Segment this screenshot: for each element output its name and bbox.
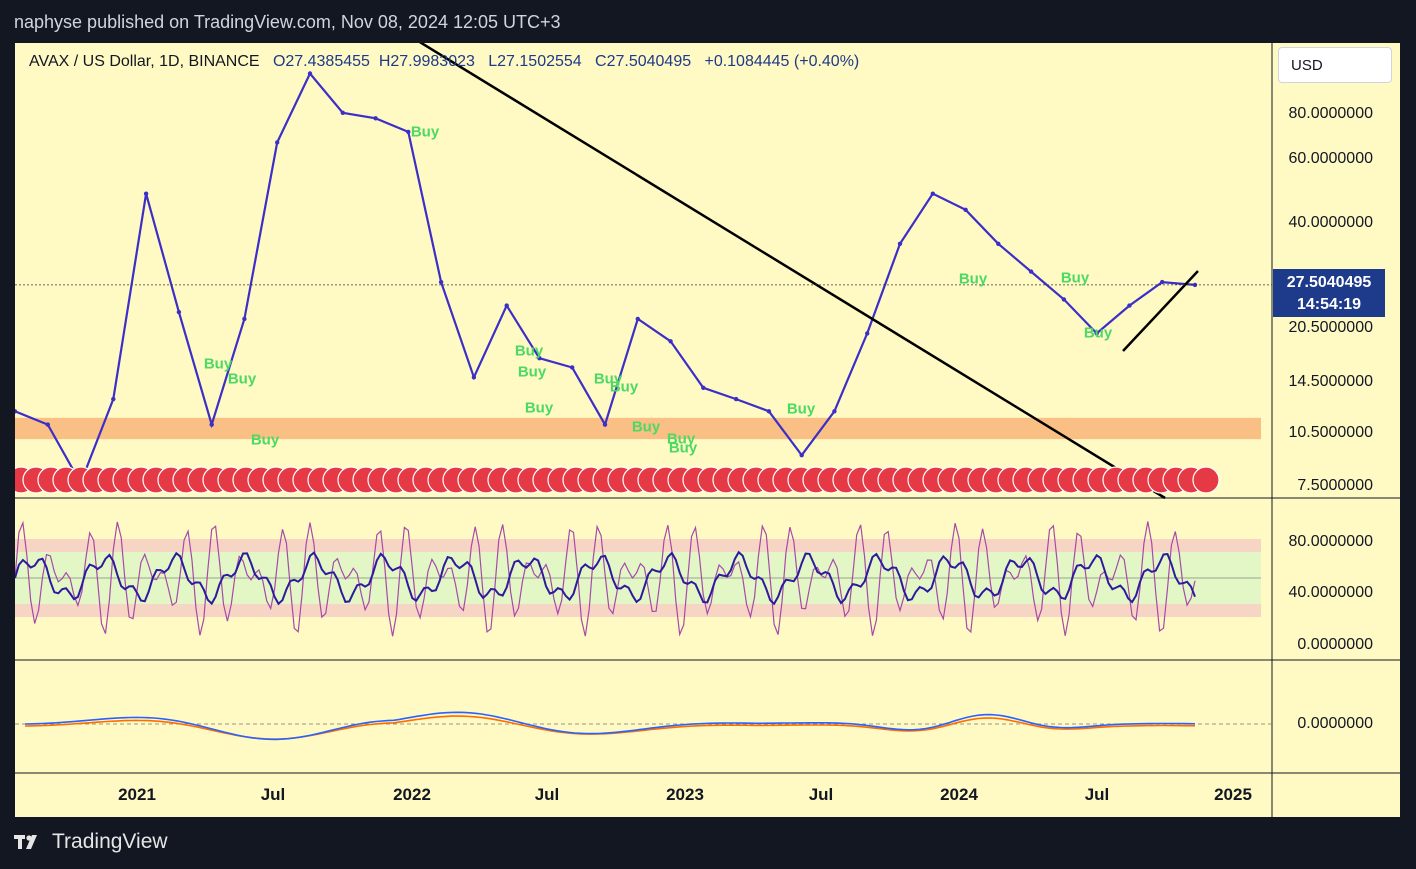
time-axis-label: 2023	[666, 785, 704, 804]
downtrend-line	[418, 43, 1166, 500]
buy-signal-label: Buy	[593, 370, 623, 388]
close-value: C27.5040495	[595, 53, 692, 70]
macd-axis-label: 0.0000000	[1297, 715, 1373, 732]
price-data-point	[340, 110, 345, 116]
buy-signal-label: Buy	[1083, 324, 1113, 342]
time-axis-label: Jul	[808, 785, 834, 804]
price-data-point	[1127, 303, 1132, 308]
buy-signal-label: Buy	[1060, 269, 1090, 287]
price-data-point	[176, 309, 182, 315]
tradingview-logo-icon	[14, 835, 37, 849]
price-data-point	[832, 409, 837, 414]
price-data-point	[471, 375, 477, 380]
symbol-name: AVAX / US Dollar, 1D, BINANCE	[29, 53, 260, 70]
current-price-badge: 27.5040495 14:54:19	[1273, 269, 1385, 317]
price-data-point	[209, 422, 214, 427]
buy-signal-label: Buy	[514, 342, 544, 360]
time-axis-label: 2021	[118, 785, 156, 804]
rsi-line	[15, 550, 1196, 606]
chart-frame[interactable]: AVAX / US Dollar, 1D, BINANCE O27.438545…	[15, 43, 1400, 817]
macd-line	[24, 711, 1196, 741]
price-data-point	[275, 140, 280, 145]
price-data-point	[865, 331, 870, 336]
price-data-point	[635, 316, 640, 322]
price-axis-label: 10.5000000	[1288, 424, 1373, 441]
price-axis-label: 60.0000000	[1288, 150, 1373, 167]
stoch-rsi-line	[15, 520, 1196, 637]
price-data-point	[1028, 269, 1034, 274]
price-axis-label: 80.0000000	[1288, 105, 1373, 122]
countdown-timer: 14:54:19	[1296, 296, 1362, 313]
price-data-point	[668, 339, 673, 344]
price-data-point	[996, 241, 1001, 246]
footer-brand-text: TradingView	[52, 830, 168, 853]
buy-signal-label: Buy	[203, 355, 233, 373]
signal-marker	[1192, 466, 1220, 494]
footer-brand[interactable]: TradingView	[14, 826, 168, 858]
symbol-header: AVAX / US Dollar, 1D, BINANCE O27.438545…	[29, 53, 859, 71]
buy-signal-label: Buy	[517, 363, 547, 381]
price-data-point	[504, 303, 509, 308]
buy-signal-label: Buy	[250, 431, 280, 449]
rsi-axis-label: 80.0000000	[1288, 533, 1373, 550]
price-data-point	[766, 409, 772, 414]
current-price: 27.5040495	[1286, 274, 1372, 291]
change-value: +0.1084445 (+0.40%)	[704, 53, 860, 70]
high-value: H27.9983023	[378, 53, 475, 70]
publisher-bar: naphyse published on TradingView.com, No…	[0, 0, 1416, 44]
open-value: O27.4385455	[272, 53, 370, 70]
time-axis-label: Jul	[260, 785, 286, 804]
buy-signal-label: Buy	[958, 270, 988, 288]
currency-button[interactable]: USD	[1278, 47, 1392, 83]
price-data-point	[897, 241, 903, 246]
price-data-point	[242, 316, 247, 322]
time-axis-label: 2022	[393, 785, 431, 804]
buy-signal-label: Buy	[666, 430, 696, 448]
time-axis-label: Jul	[534, 785, 560, 804]
price-data-point	[963, 207, 968, 212]
buy-signal-label: Buy	[609, 378, 639, 396]
price-data-point	[537, 356, 542, 361]
time-axis-label: 2024	[940, 785, 978, 804]
support-zone	[15, 417, 1261, 440]
price-data-point	[602, 422, 608, 427]
price-data-point	[45, 422, 50, 427]
price-data-point	[1061, 297, 1067, 302]
price-data-point	[570, 365, 575, 370]
buy-signal-label: Buy	[786, 400, 816, 418]
time-axis-label: 2025	[1214, 785, 1252, 804]
price-data-point	[1160, 279, 1165, 285]
low-value: L27.1502554	[488, 53, 582, 70]
time-axis-label: Jul	[1084, 785, 1110, 804]
price-axis-label: 14.5000000	[1288, 373, 1373, 390]
price-data-point	[111, 396, 116, 402]
price-axis-label: 7.5000000	[1297, 477, 1373, 494]
buy-signal-label: Buy	[668, 439, 698, 457]
buy-signal-label: Buy	[410, 123, 440, 141]
buy-signal-label: Buy	[227, 370, 257, 388]
buy-signal-label: Buy	[631, 418, 661, 436]
buy-signal-label: Buy	[524, 399, 554, 417]
price-data-point	[438, 279, 444, 285]
rsi-axis-label: 40.0000000	[1288, 584, 1373, 601]
price-data-point	[733, 396, 739, 402]
rsi-overbought-band	[15, 539, 1261, 552]
price-data-point	[307, 71, 313, 76]
publisher-text: naphyse published on TradingView.com, No…	[14, 12, 561, 32]
price-data-point	[15, 409, 18, 414]
price-data-point	[406, 129, 411, 135]
price-axis-label: 20.5000000	[1288, 319, 1373, 336]
price-data-point	[701, 385, 706, 390]
price-data-point	[930, 191, 935, 196]
price-data-point	[1094, 331, 1099, 336]
rsi-oversold-band	[15, 604, 1261, 617]
rsi-axis-label: 0.0000000	[1297, 636, 1373, 653]
support-trendline	[1122, 270, 1199, 352]
price-axis-label: 40.0000000	[1288, 214, 1373, 231]
chart-canvas[interactable]	[15, 43, 1400, 817]
price-data-point	[143, 191, 149, 196]
price-data-point	[799, 453, 804, 458]
price-data-point	[373, 116, 378, 121]
